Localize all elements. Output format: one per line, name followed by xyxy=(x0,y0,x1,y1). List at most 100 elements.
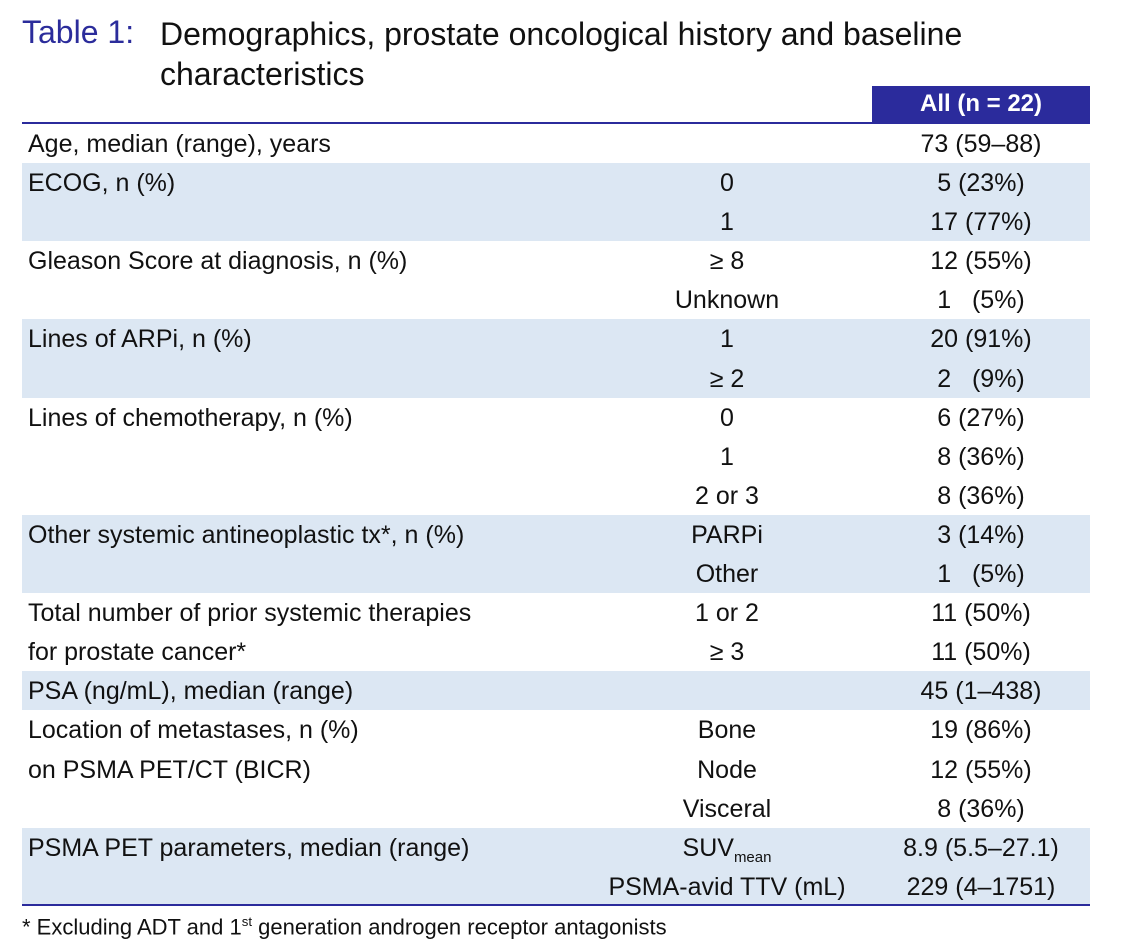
row-category-text: Visceral xyxy=(682,794,772,823)
table-row: Gleason Score at diagnosis, n (%) ≥ 8 12 (… xyxy=(22,241,1090,280)
row-group: ECOG, n (%) 0 5 (23%) 1 17 (77%) xyxy=(22,163,1090,242)
table-row: 1 8 (36%) xyxy=(22,437,1090,476)
row-group: Lines of chemotherapy, n (%) 0 6 (27%) 1 8 (… xyxy=(22,398,1090,515)
table-row: on PSMA PET/CT (BICR) Node 12 (55%) xyxy=(22,750,1090,789)
row-label: Total number of prior systemic therapies xyxy=(28,599,472,628)
table-row: 2 or 3 8 (36%) xyxy=(22,476,1090,515)
row-category: Bone xyxy=(582,716,872,745)
row-group: Location of metastases, n (%) Bone 19 (86%… xyxy=(22,710,1090,827)
row-category: 1 xyxy=(582,443,872,472)
footnote-prefix: * Excluding ADT and 1 xyxy=(22,914,242,940)
row-category-text: 1 or 2 xyxy=(695,599,759,628)
row-category-text: SUV xyxy=(682,833,734,862)
row-category-text: Node xyxy=(697,755,757,784)
table-row: Lines of chemotherapy, n (%) 0 6 (27%) xyxy=(22,398,1090,437)
footnote-superscript: st xyxy=(241,914,252,929)
row-group: PSMA PET parameters, median (range) SUVme… xyxy=(22,827,1090,906)
row-category-text: 0 xyxy=(720,403,734,432)
row-label: Age, median (range), years xyxy=(28,130,331,158)
row-value: 8.9 (5.5–27.1) xyxy=(903,833,1059,862)
row-category: ≥ 2 xyxy=(582,365,872,394)
row-category-text: ≥ 2 xyxy=(709,364,745,393)
row-value: 12 (55%) xyxy=(930,247,1032,276)
row-category: SUVmean xyxy=(582,834,872,866)
row-label: on PSMA PET/CT (BICR) xyxy=(28,755,311,784)
row-category-text: ≥ 8 xyxy=(709,247,745,276)
table-label: Table 1: xyxy=(22,14,135,50)
row-value: 8 (36%) xyxy=(937,794,1025,823)
header-divider xyxy=(22,122,1090,124)
row-value: 73 (59–88) xyxy=(920,130,1042,158)
row-category-text: Other xyxy=(695,560,759,589)
footnote-suffix: generation androgen receptor antagonists xyxy=(252,914,667,940)
row-category-text: PSMA-avid TTV (mL) xyxy=(608,872,846,901)
row-label: Gleason Score at diagnosis, n (%) xyxy=(28,247,408,276)
row-category-text: 2 or 3 xyxy=(695,481,759,510)
data-table: Age, median (range), years 73 (59–88) ECOG… xyxy=(22,124,1090,906)
column-header-all: All (n = 22) xyxy=(872,86,1090,122)
table-row: for prostate cancer* ≥ 3 11 (50%) xyxy=(22,632,1090,671)
row-category: 1 xyxy=(582,208,872,237)
row-value: 3 (14%) xyxy=(937,520,1025,549)
row-label: Lines of ARPi, n (%) xyxy=(28,325,252,354)
row-group: Total number of prior systemic therapies… xyxy=(22,593,1090,671)
row-category-subscript: mean xyxy=(733,848,772,866)
row-category-text: PARPi xyxy=(691,520,763,549)
row-category: Unknown xyxy=(582,286,872,315)
row-label: Lines of chemotherapy, n (%) xyxy=(28,403,353,432)
row-category: 1 xyxy=(582,325,872,354)
row-category-text: Bone xyxy=(697,716,757,745)
table-row: PSMA-avid TTV (mL) 229 (4–1751) xyxy=(22,867,1090,906)
row-value: 2 (9%) xyxy=(937,364,1025,393)
row-category: Visceral xyxy=(582,795,872,824)
row-value: 8 (36%) xyxy=(937,481,1025,510)
table-row: Other 1 (5%) xyxy=(22,554,1090,593)
table-row: Visceral 8 (36%) xyxy=(22,789,1090,828)
row-value: 17 (77%) xyxy=(930,208,1032,237)
row-category-text: 1 xyxy=(720,325,734,354)
table-row: PSA (ng/mL), median (range) 45 (1–438) xyxy=(22,671,1090,710)
row-category-text: 1 xyxy=(720,442,734,471)
row-value: 1 (5%) xyxy=(937,560,1025,589)
row-value: 11 (50%) xyxy=(931,638,1031,667)
footnote: * Excluding ADT and 1st generation andro… xyxy=(22,914,667,940)
row-group: Other systemic antineoplastic tx*, n (%)… xyxy=(22,514,1090,594)
row-category-text: 0 xyxy=(720,169,734,198)
row-label: Other systemic antineoplastic tx*, n (%) xyxy=(28,520,465,549)
row-value: 19 (86%) xyxy=(930,716,1032,745)
row-value: 20 (91%) xyxy=(930,325,1032,354)
row-value: 8 (36%) xyxy=(937,442,1025,471)
table-row: Location of metastases, n (%) Bone 19 (86%… xyxy=(22,710,1090,749)
row-group: PSA (ng/mL), median (range) 45 (1–438) xyxy=(22,671,1090,711)
row-category: 0 xyxy=(582,169,872,198)
table-row: PSMA PET parameters, median (range) SUVme… xyxy=(22,828,1090,867)
row-value: 229 (4–1751) xyxy=(906,872,1056,901)
row-label: Location of metastases, n (%) xyxy=(28,716,359,745)
row-category: PARPi xyxy=(582,521,872,550)
row-value: 1 (5%) xyxy=(937,286,1025,315)
row-value: 5 (23%) xyxy=(937,169,1025,198)
row-category-text: 1 xyxy=(720,208,734,237)
row-label: PSA (ng/mL), median (range) xyxy=(28,677,354,706)
row-label: for prostate cancer* xyxy=(28,638,247,667)
row-value: 45 (1–438) xyxy=(920,677,1042,706)
row-category-text: ≥ 3 xyxy=(709,638,745,667)
table-row: ECOG, n (%) 0 5 (23%) xyxy=(22,163,1090,202)
row-value: 6 (27%) xyxy=(937,403,1025,432)
row-value: 11 (50%) xyxy=(931,599,1031,628)
row-category: ≥ 3 xyxy=(582,638,872,667)
row-group: Lines of ARPi, n (%) 1 20 (91%) ≥ 2 2 (9%) xyxy=(22,319,1090,398)
table-row: Lines of ARPi, n (%) 1 20 (91%) xyxy=(22,319,1090,358)
row-label: ECOG, n (%) xyxy=(28,169,176,198)
table-row: Other systemic antineoplastic tx*, n (%)… xyxy=(22,515,1090,554)
table-row: Total number of prior systemic therapies… xyxy=(22,593,1090,632)
table-row: Unknown 1 (5%) xyxy=(22,280,1090,319)
row-category: 0 xyxy=(582,404,872,433)
row-label: PSMA PET parameters, median (range) xyxy=(28,833,470,862)
row-category: ≥ 8 xyxy=(582,247,872,276)
table-caption: Demographics, prostate oncological histo… xyxy=(160,16,963,92)
table-row: Age, median (range), years 73 (59–88) xyxy=(22,124,1090,163)
row-category: Node xyxy=(582,756,872,785)
row-category: PSMA-avid TTV (mL) xyxy=(582,873,872,902)
row-category: Other xyxy=(582,560,872,589)
